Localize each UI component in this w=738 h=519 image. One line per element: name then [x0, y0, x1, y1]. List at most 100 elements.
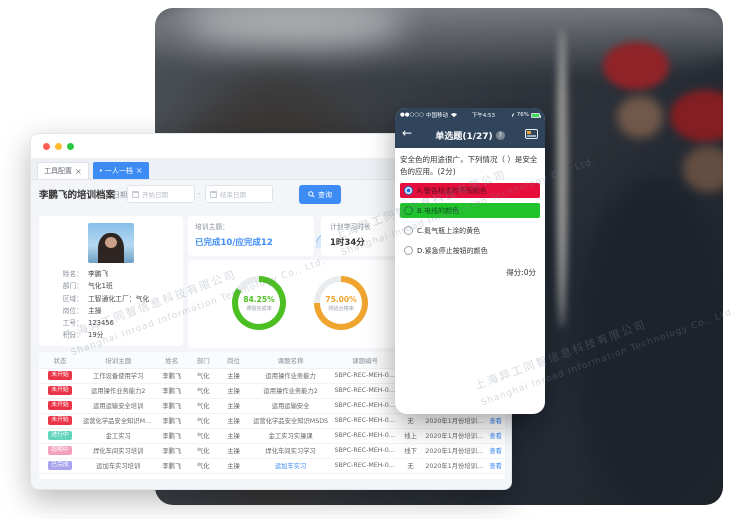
start-date-placeholder: 开始日期: [142, 191, 168, 199]
signal-dots-icon: ●●○○○: [400, 112, 424, 118]
profile-field-points: 积分： 19分: [62, 331, 104, 340]
search-button[interactable]: 查询: [299, 185, 341, 204]
radio-selected-icon[interactable]: [404, 186, 413, 196]
row-action-link[interactable]: 查看: [486, 413, 505, 429]
table-row: 已完成 运加车实习培训 李鹏飞 气化 主操 运加车实习 SBPC-REC-MEH…: [39, 458, 505, 474]
avatar: [88, 223, 134, 263]
page-title: 李鹏飞的培训档案: [39, 190, 116, 201]
photo-pole: [557, 28, 567, 328]
tab-bar: 工具配置 × 一人一档 ×: [31, 158, 511, 180]
header-status: 状态: [39, 352, 81, 369]
status-badge: 未开始: [48, 415, 72, 426]
score-label: 得分:0分: [506, 268, 536, 278]
header-topic: 培训主题: [80, 352, 156, 369]
course-completion-label: 课题完成率: [246, 305, 272, 312]
avatar-face: [105, 237, 117, 248]
answer-card-icon[interactable]: [525, 129, 538, 139]
status-badge: 进行中: [48, 430, 72, 441]
photo-red-helmet: [670, 90, 723, 142]
training-topic-card: 培训主题： 已完成10/应完成12: [188, 216, 372, 256]
status-badge: 未开始: [48, 400, 72, 411]
table-row: 进行中 金工实习 李鹏飞 气化 主操 金工实习实操课 SBPC-REC-MEH-…: [39, 428, 505, 444]
close-window-button[interactable]: [43, 142, 50, 150]
quiz-pass-rate-label: 测验合格率: [328, 305, 354, 312]
options-list: A.警告标志的不同颜色 B.电线的颜色 C.氮气瓶上涂的黄色 D.紧急停止按钮的…: [400, 183, 540, 258]
photo-glare: [185, 8, 405, 48]
help-icon[interactable]: ?: [495, 130, 505, 140]
profile-field-name: 姓名： 李鹏飞: [62, 270, 109, 278]
status-badge: 超期中: [48, 445, 72, 456]
profile-field-area: 区域： 工智通化工厂：气化: [62, 294, 150, 303]
planned-study-time-value: 1时34分: [330, 238, 365, 248]
option-c[interactable]: C.氮气瓶上涂的黄色: [400, 223, 540, 238]
option-d-label: D.紧急停止按钮的颜色: [417, 246, 488, 255]
phone-nav-bar: ← 单选题(1/27) ?: [395, 122, 545, 148]
tab-tool-config[interactable]: 工具配置 ×: [37, 162, 89, 179]
profile-card: 姓名： 李鹏飞 部门： 气化1班 区域： 工智通化工厂：气化 岗位： 主操 工号： 123…: [39, 216, 183, 346]
mobile-quiz-screen: ●●○○○ 中国移动 下午4:53 76% ← 单选题(1/27) ? 安全色的…: [395, 108, 545, 414]
back-arrow-icon[interactable]: ←: [402, 126, 413, 140]
zoom-window-button[interactable]: [67, 142, 74, 150]
status-badge: 未开始: [48, 370, 72, 381]
row-action-link[interactable]: 查看: [486, 443, 505, 459]
battery-percent-label: 76%: [516, 112, 529, 118]
row-action-link[interactable]: 查看: [486, 428, 505, 444]
location-arrow-icon: [509, 112, 515, 118]
calendar-icon: [210, 190, 217, 198]
option-a[interactable]: A.警告标志的不同颜色: [400, 183, 540, 199]
header-position: 岗位: [218, 352, 249, 369]
start-date-input[interactable]: 开始日期: [127, 185, 195, 203]
date-label: 日期: [113, 191, 127, 199]
radio-icon[interactable]: [404, 246, 413, 256]
header-code: 课题编号: [332, 352, 398, 369]
option-a-label: A.警告标志的不同颜色: [417, 186, 487, 195]
header-name: 姓名: [155, 352, 189, 369]
carrier-label: 中国移动: [426, 113, 449, 119]
photo-worker-face: [617, 96, 663, 138]
date-range-separator: -: [198, 190, 201, 198]
option-c-label: C.氮气瓶上涂的黄色: [417, 226, 481, 235]
quiz-body: 安全色的用途很广，下列情况（ ）是安全色的应用。(2分) A.警告标志的不同颜色…: [395, 148, 545, 278]
option-b[interactable]: B.电线的颜色: [400, 203, 540, 219]
header-dept: 部门: [188, 352, 219, 369]
tab-one-person-one-file[interactable]: 一人一档 ×: [92, 162, 149, 179]
radio-icon[interactable]: [404, 206, 413, 216]
question-text: 安全色的用途很广，下列情况（ ）是安全色的应用。(2分): [400, 155, 538, 176]
course-link[interactable]: 运加车实习: [248, 458, 333, 474]
photo-worker-body: [575, 176, 723, 505]
planned-study-time-label: 计划学习时长: [330, 223, 371, 231]
close-icon[interactable]: ×: [135, 166, 143, 175]
tab-label: 工具配置: [44, 167, 72, 175]
training-topic-value: 已完成10/应完成12: [195, 238, 273, 248]
status-badge: 已完成: [48, 460, 72, 471]
course-completion-percent: 84.25%: [243, 294, 275, 304]
course-completion-donut: 84.25% 课题完成率: [232, 276, 286, 330]
battery-icon: [530, 112, 541, 118]
quiz-pass-rate-donut: 75.00% 测验合格率: [314, 276, 368, 330]
phone-status-bar: ●●○○○ 中国移动 下午4:53 76%: [395, 108, 545, 122]
search-button-label: 查询: [318, 190, 332, 199]
calendar-icon: [132, 190, 139, 198]
wifi-icon: [451, 113, 458, 118]
radio-icon[interactable]: [404, 226, 413, 236]
status-badge: 未开始: [48, 385, 72, 396]
end-date-placeholder: 结束日期: [220, 191, 246, 199]
option-d[interactable]: D.紧急停止按钮的颜色: [400, 243, 540, 258]
table-row: 超期中 焊化车间实习培训 李鹏飞 气化 主操 焊化车间实习学习 SBPC-REC…: [39, 443, 505, 459]
profile-field-position: 岗位： 主操: [62, 306, 102, 315]
profile-field-dept: 部门： 气化1班: [62, 282, 113, 291]
table-row: 未开始 运营化学品安全知识MSDS 李鹏飞 气化 主操 运营化学品安全知识MSD…: [39, 413, 505, 429]
header-course: 课题名称: [248, 352, 333, 369]
tab-label: 一人一档: [99, 166, 133, 176]
search-icon: [308, 191, 315, 198]
clock-label: 下午4:53: [471, 113, 496, 119]
profile-fields: 姓名： 李鹏飞 部门： 气化1班 区域： 工智通化工厂：气化 岗位： 主操 工号： 123…: [39, 268, 183, 342]
quiz-title: 单选题(1/27): [435, 131, 493, 142]
end-date-input[interactable]: 结束日期: [205, 185, 273, 203]
minimize-window-button[interactable]: [55, 142, 62, 150]
quiz-pass-rate-percent: 75.00%: [325, 294, 357, 304]
row-action-link[interactable]: 查看: [486, 458, 505, 474]
photo-worker-face: [683, 146, 723, 192]
close-icon[interactable]: ×: [75, 166, 82, 176]
